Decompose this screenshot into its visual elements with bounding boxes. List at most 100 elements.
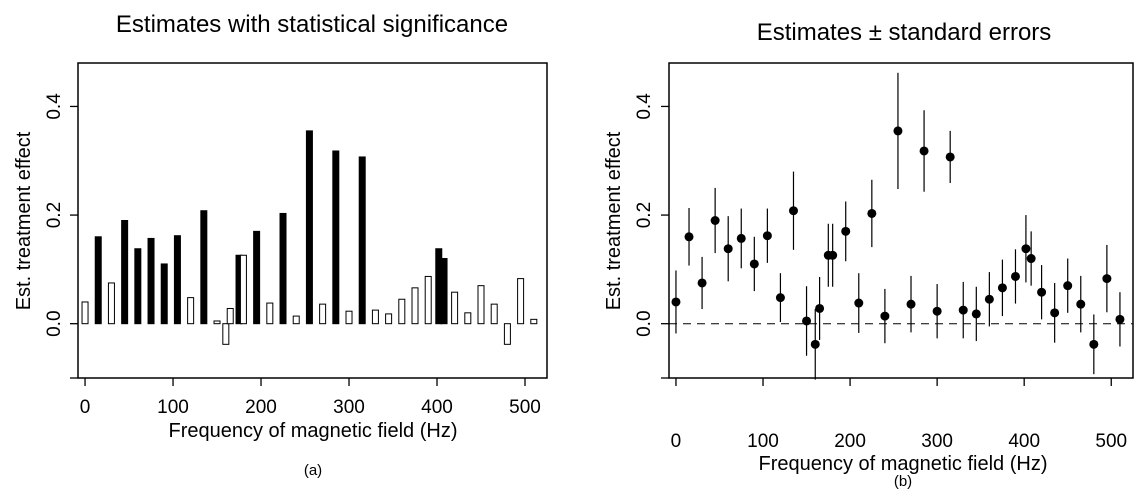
estimate-point <box>997 283 1007 293</box>
estimate-point <box>919 146 929 156</box>
estimate-point <box>697 278 707 288</box>
estimate-point <box>932 306 942 316</box>
nonsignificant-bar <box>451 291 459 325</box>
significant-bar <box>440 258 448 325</box>
estimate-point <box>684 232 694 242</box>
nonsignificant-bar <box>411 287 419 325</box>
panel-a-x-axis-label: Frequency of magnetic field (Hz) <box>168 420 457 442</box>
estimate-point <box>749 259 759 269</box>
estimate-point <box>945 152 955 162</box>
significant-bar <box>305 130 313 325</box>
panel-b-x-ticks: 0 100 200 300 400 500 <box>671 378 1127 452</box>
nonsignificant-bar <box>292 315 300 325</box>
estimate-point <box>788 206 798 216</box>
estimate-point <box>1115 314 1125 324</box>
panel-b-title: Estimates ± standard errors <box>757 19 1052 46</box>
panel-b-x-tick-label: 500 <box>1095 431 1127 452</box>
estimate-point <box>880 311 890 321</box>
panel-a-x-ticks: 0 100 200 300 400 500 <box>80 378 541 418</box>
nonsignificant-bar <box>530 318 538 325</box>
nonsignificant-bar <box>385 313 393 325</box>
estimate-point <box>1102 274 1112 284</box>
estimate-point <box>1026 254 1036 264</box>
panel-a-caption: (a) <box>304 462 322 479</box>
panel-a-x-tick-label: 300 <box>333 397 365 418</box>
panel-b-y-tick-label: 0.0 <box>634 310 655 336</box>
nonsignificant-bar <box>517 278 525 325</box>
estimate-point <box>828 250 838 260</box>
panel-b-caption: (b) <box>894 473 912 489</box>
significant-bar <box>253 230 261 325</box>
panel-b-x-tick-label: 100 <box>747 431 779 452</box>
estimate-point <box>958 305 968 315</box>
panel-a: Estimates with statistical significance … <box>13 11 548 479</box>
panel-a-y-tick-label: 0.4 <box>44 93 65 120</box>
panel-b-y-ticks: 0.0 0.2 0.4 <box>634 93 669 379</box>
panel-a-y-axis-label: Est. treatment effect <box>13 131 35 310</box>
estimate-point <box>1010 271 1020 281</box>
panel-b-plot-frame <box>668 62 1134 379</box>
nonsignificant-bar <box>345 310 353 325</box>
estimate-point <box>723 244 733 254</box>
nonsignificant-bar <box>371 309 379 325</box>
significant-bar <box>134 248 142 325</box>
panel-a-plot-frame <box>77 62 548 379</box>
panel-a-x-tick-label: 0 <box>80 397 91 418</box>
panel-a-x-tick-label: 200 <box>245 397 277 418</box>
nonsignificant-bar <box>107 282 115 325</box>
panel-b-y-tick-label: 0.2 <box>634 202 655 228</box>
estimate-point <box>1076 299 1086 309</box>
panel-a-y-tick-label: 0.0 <box>44 310 65 336</box>
panel-b-x-tick-label: 400 <box>1008 431 1040 452</box>
panel-a-x-tick-label: 400 <box>421 397 453 418</box>
nonsignificant-bar <box>464 312 472 325</box>
panel-b-points <box>671 72 1125 380</box>
significant-bar <box>94 236 102 325</box>
significant-bar <box>200 210 208 325</box>
estimate-point <box>671 297 681 307</box>
estimate-point <box>1021 244 1031 254</box>
estimate-point <box>775 293 785 303</box>
panel-b-y-tick-label: 0.4 <box>634 93 655 120</box>
panel-b: Estimates ± standard errors 0 100 200 300 40… <box>603 19 1134 489</box>
nonsignificant-bar <box>226 307 234 325</box>
estimate-point <box>710 216 720 225</box>
estimate-point <box>815 303 825 313</box>
nonsignificant-bar <box>213 320 221 325</box>
panel-a-x-tick-label: 100 <box>157 397 189 418</box>
panel-b-x-tick-label: 200 <box>834 431 866 452</box>
nonsignificant-bar <box>477 285 485 325</box>
estimate-point <box>854 298 864 308</box>
estimate-point <box>984 294 994 304</box>
significant-bar <box>332 150 340 325</box>
panel-a-title: Estimates with statistical significance <box>116 11 508 38</box>
estimate-point <box>802 316 812 326</box>
estimate-point <box>893 126 903 136</box>
estimate-point <box>762 231 772 241</box>
estimate-point <box>1037 287 1047 297</box>
panel-b-y-axis-label: Est. treatment effect <box>603 131 625 310</box>
panel-b-x-tick-label: 0 <box>671 431 682 452</box>
nonsignificant-bar <box>222 323 230 345</box>
significant-bar <box>160 263 168 325</box>
nonsignificant-bar <box>503 323 511 345</box>
significant-bar <box>147 237 155 325</box>
nonsignificant-bar <box>319 303 327 325</box>
estimate-point <box>867 208 877 218</box>
significant-bar <box>279 212 287 325</box>
nonsignificant-bar <box>490 303 498 325</box>
nonsignificant-bar <box>266 302 274 325</box>
estimate-point <box>736 233 746 243</box>
estimate-point <box>971 309 981 319</box>
panel-a-bars <box>81 130 538 345</box>
nonsignificant-bar <box>239 254 247 325</box>
nonsignificant-bar <box>81 301 89 325</box>
nonsignificant-bar <box>187 297 195 325</box>
nonsignificant-bar <box>424 275 432 325</box>
significant-bar <box>358 156 366 325</box>
panel-b-x-tick-label: 300 <box>921 431 953 452</box>
estimate-point <box>906 299 916 309</box>
nonsignificant-bar <box>398 298 406 325</box>
estimate-point <box>810 339 820 349</box>
